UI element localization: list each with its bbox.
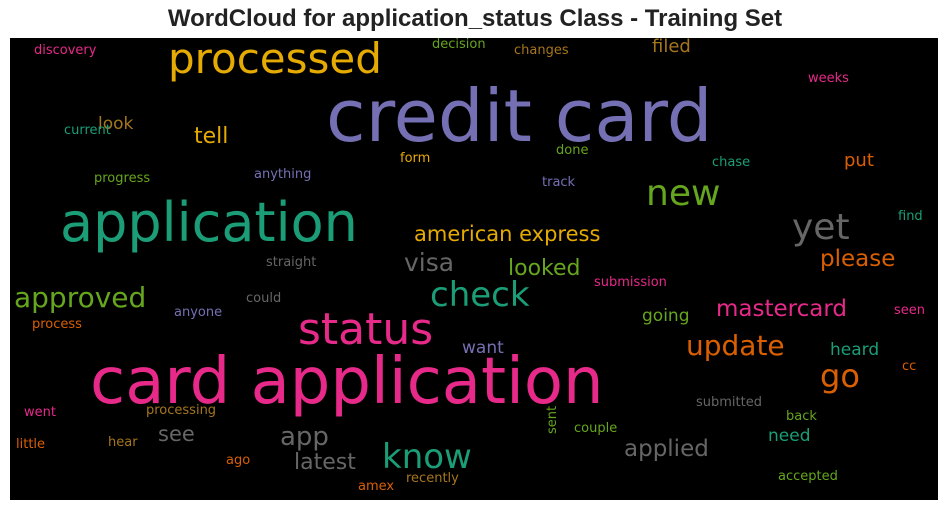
word-processed: processed — [168, 38, 382, 83]
word-heard: heard — [830, 340, 880, 360]
word-could: could — [246, 291, 282, 306]
word-process: process — [32, 317, 82, 332]
word-applied: applied — [624, 436, 709, 462]
word-mastercard: mastercard — [716, 296, 847, 322]
chart-title: WordCloud for application_status Class -… — [167, 5, 783, 32]
word-put: put — [844, 150, 874, 171]
word-amex: amex — [358, 479, 395, 494]
word-latest: latest — [294, 450, 356, 475]
word-little: little — [16, 437, 46, 452]
word-yet: yet — [792, 207, 850, 248]
word-approved: approved — [14, 281, 147, 314]
word-accepted: accepted — [778, 469, 838, 484]
word-submission: submission — [594, 275, 667, 290]
word-back: back — [786, 409, 817, 424]
word-going: going — [642, 306, 690, 326]
word-discovery: discovery — [34, 43, 97, 58]
word-anyone: anyone — [174, 305, 223, 320]
word-see: see — [158, 422, 195, 446]
word-track: track — [542, 175, 576, 190]
word-please: please — [820, 246, 896, 272]
word-american-express: american express — [414, 222, 601, 246]
word-form: form — [400, 151, 431, 166]
word-processing: processing — [146, 403, 217, 418]
word-changes: changes — [514, 43, 569, 58]
word-visa: visa — [404, 248, 455, 277]
word-current: current — [64, 123, 111, 138]
word-status: status — [298, 304, 434, 355]
word-recently: recently — [406, 471, 459, 486]
word-anything: anything — [254, 167, 312, 182]
word-credit-card: credit card — [326, 74, 713, 158]
word-ago: ago — [226, 453, 251, 468]
word-went: went — [24, 405, 56, 420]
word-cc: cc — [902, 359, 917, 374]
word-couple: couple — [574, 421, 618, 436]
word-go: go — [820, 357, 860, 395]
word-find: find — [898, 209, 923, 224]
word-check: check — [430, 275, 530, 315]
word-card-application: card application — [90, 345, 604, 419]
word-filed: filed — [652, 38, 691, 57]
word-know: know — [382, 437, 472, 477]
word-weeks: weeks — [808, 71, 849, 86]
word-sent: sent — [545, 405, 560, 434]
wordcloud-canvas: credit card card application application… — [10, 38, 938, 500]
word-submitted: submitted — [696, 395, 762, 410]
word-application: application — [60, 191, 358, 254]
word-update: update — [686, 329, 785, 362]
word-done: done — [556, 143, 589, 158]
word-progress: progress — [94, 171, 151, 186]
word-want: want — [462, 338, 504, 358]
word-app: app — [280, 422, 329, 452]
word-looked: looked — [508, 256, 581, 281]
word-tell: tell — [194, 124, 229, 149]
word-look: look — [98, 114, 134, 134]
word-chase: chase — [712, 155, 751, 170]
word-new: new — [646, 173, 721, 214]
word-hear: hear — [108, 435, 138, 450]
word-need: need — [768, 426, 811, 446]
word-decision: decision — [432, 38, 486, 52]
word-straight: straight — [266, 255, 317, 270]
word-seen: seen — [894, 303, 926, 318]
